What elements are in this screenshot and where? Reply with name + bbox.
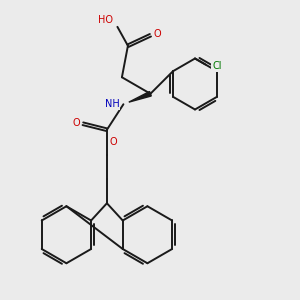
- Text: HO: HO: [98, 15, 113, 25]
- Text: NH: NH: [105, 99, 120, 109]
- Text: O: O: [153, 29, 161, 39]
- Text: O: O: [110, 137, 117, 148]
- Text: O: O: [72, 118, 80, 128]
- Text: Cl: Cl: [212, 61, 222, 71]
- Polygon shape: [129, 92, 151, 102]
